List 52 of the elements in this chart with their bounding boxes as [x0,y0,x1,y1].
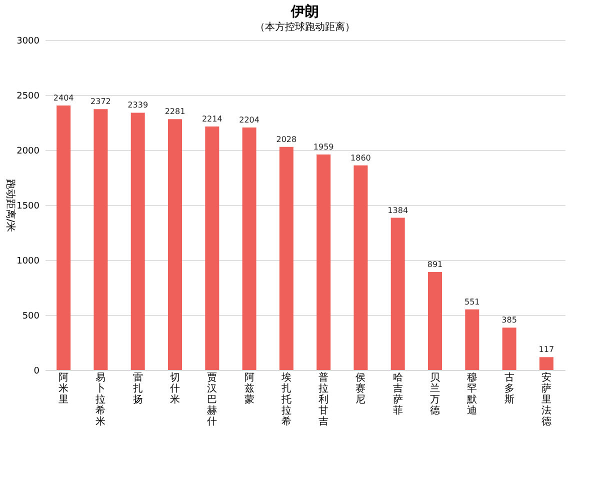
x-tick-label: 哈吉萨菲 [392,372,403,416]
y-tick-label: 3000 [16,36,40,46]
x-tick-label: 贝兰万德 [430,372,440,416]
data-label: 2404 [53,94,74,103]
x-tick-label: 古多斯 [504,372,514,406]
y-tick-label: 500 [22,312,40,322]
y-tick-label: 2500 [16,92,40,102]
data-label: 117 [538,345,554,354]
chart-title: 伊朗 [290,3,319,20]
x-tick-label: 埃扎托拉希 [280,372,292,428]
bar [242,128,256,370]
bar [354,165,368,370]
data-label: 1860 [350,153,371,162]
bar [316,154,331,370]
data-label: 2214 [202,114,222,124]
bar [56,106,71,370]
x-tick-label: 贾汉巴赫什 [207,372,218,428]
bar [502,328,516,370]
data-label: 2339 [128,100,148,110]
x-tick-label: 穆罕默迪 [466,372,478,416]
chart-subtitle: （本方控球跑动距离） [255,21,355,33]
x-tick-label: 安萨里法德 [541,372,552,428]
data-label: 2204 [239,116,260,125]
data-label: 1384 [388,206,408,215]
bar [94,109,108,370]
bar [279,146,294,370]
bar [465,309,480,370]
data-label: 2028 [276,134,297,144]
y-tick-label: 1000 [16,256,40,266]
x-tick-label: 易卜拉希米 [96,372,106,428]
x-tick-label: 阿兹蒙 [244,372,254,406]
x-tick-label: 阿米里 [58,372,69,406]
bar [390,218,405,370]
y-tick-label: 1500 [16,202,40,212]
bar [168,119,182,370]
bar [130,112,145,370]
bar [205,126,220,370]
x-tick-label: 切什米 [170,372,180,406]
x-tick-label: 普拉利甘吉 [318,372,329,428]
data-label: 2281 [164,107,186,116]
y-tick-label: 0 [34,366,40,376]
data-label: 2372 [90,97,111,106]
data-label: 385 [502,316,517,325]
x-tick-label: 侯赛尼 [356,372,366,406]
y-tick-label: 2000 [16,146,40,156]
data-label: 1959 [313,142,334,152]
bar [539,357,554,370]
x-tick-label: 雷扎扬 [132,372,143,406]
data-label: 551 [464,297,480,306]
bar [428,272,442,370]
y-axis-title: 跑动距离/米 [4,178,16,232]
data-label: 891 [427,260,443,269]
